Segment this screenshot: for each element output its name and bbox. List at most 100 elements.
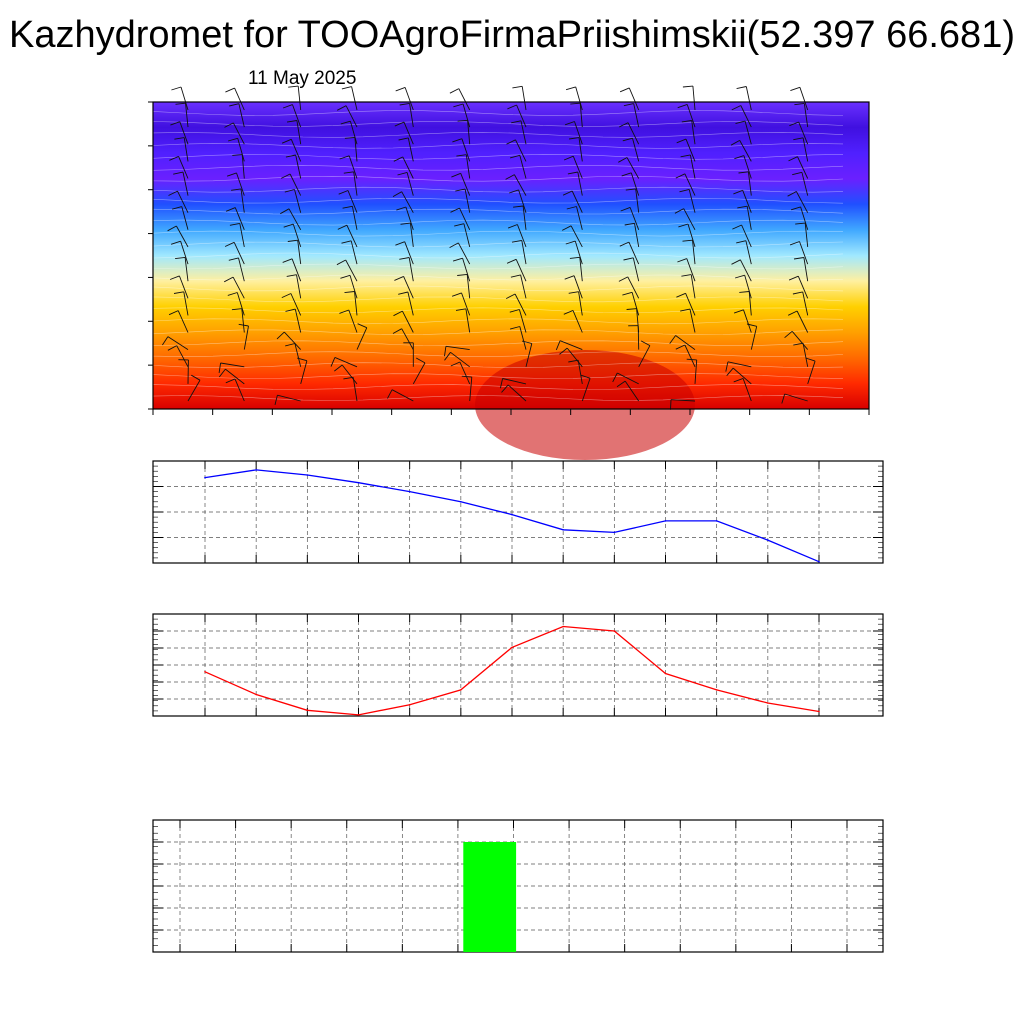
wind-barb-staff <box>576 206 583 230</box>
wind-barb-staff <box>740 105 752 128</box>
wind-barb-flag <box>568 359 579 363</box>
wind-barb-flag <box>677 103 688 109</box>
wind-barb-flag <box>168 310 179 316</box>
wind-barb-flag <box>393 310 403 317</box>
wind-barb-staff <box>460 173 471 196</box>
contour-line <box>152 340 844 347</box>
wind-barb-staff <box>181 206 189 230</box>
wind-barb-staff <box>458 88 471 111</box>
wind-barb-staff <box>232 122 245 145</box>
wind-barb-flag <box>561 225 572 231</box>
wind-barb-flag <box>415 357 426 364</box>
wind-barb-flag <box>229 222 240 226</box>
wind-barb-staff <box>746 206 752 230</box>
wind-barb-flag <box>288 85 299 88</box>
wind-barb-staff <box>797 156 809 179</box>
wind-barb-staff <box>627 276 640 299</box>
wind-barb-staff <box>514 293 527 316</box>
wind-barb-flag <box>678 223 689 228</box>
wind-barb-flag <box>218 362 222 373</box>
panel-pmsl <box>152 460 884 564</box>
wind-barb-staff <box>624 380 640 402</box>
wind-barb-staff <box>300 360 308 385</box>
wind-barb-flag <box>793 342 804 346</box>
wind-barb-flag <box>734 155 745 160</box>
wind-barb-flag <box>790 206 801 211</box>
contour-line <box>152 362 844 368</box>
wind-barb-staff <box>803 257 809 282</box>
wind-barb-flag <box>444 346 447 357</box>
wind-barb-staff <box>629 207 640 230</box>
wind-barb-staff <box>240 188 245 213</box>
wind-barb-staff <box>348 155 358 179</box>
wind-barb-flag <box>453 103 464 108</box>
wind-barb-flag <box>621 172 632 177</box>
wind-barb-flag <box>555 340 561 351</box>
contour-line <box>152 263 844 270</box>
wind-barb-flag <box>612 372 618 383</box>
wind-barb-staff <box>296 120 302 145</box>
wind-barb-flag <box>569 256 580 259</box>
wind-barb-flag <box>232 154 243 156</box>
wind-barb-staff <box>570 225 583 248</box>
wind-barb-staff <box>632 257 640 282</box>
wind-barb-staff <box>522 205 527 230</box>
wind-barb-flag <box>228 257 239 261</box>
wind-barb-flag <box>281 293 292 299</box>
wind-barb-flag <box>224 122 234 128</box>
wind-barb-flag <box>625 188 636 191</box>
wind-barb-flag <box>341 240 352 244</box>
wind-barb-staff <box>797 276 809 299</box>
wind-barb-staff <box>290 139 302 162</box>
wind-barb-flag <box>570 102 581 105</box>
wind-barb-staff <box>617 372 639 385</box>
wind-barb-staff <box>233 242 245 265</box>
wind-barb-flag <box>174 137 185 140</box>
wind-barb-flag <box>282 258 293 263</box>
wind-barb-staff <box>412 362 426 385</box>
wind-barb-staff <box>627 122 640 145</box>
wind-barb-staff <box>237 138 245 162</box>
contour-line <box>152 296 844 303</box>
wind-barb-staff <box>784 393 808 402</box>
wind-barb-flag <box>394 275 404 281</box>
wind-barb-staff <box>353 171 358 196</box>
wind-barb-staff <box>238 257 245 282</box>
data-point <box>664 672 667 675</box>
wind-barb-flag <box>675 344 686 350</box>
wind-barb-staff <box>578 137 583 162</box>
wind-barb-flag <box>568 291 579 294</box>
wind-barb-staff <box>670 399 696 402</box>
data-point <box>767 702 769 704</box>
wind-barb-staff <box>635 188 640 213</box>
wind-barb-staff <box>632 138 640 162</box>
wind-barb-staff <box>406 172 414 196</box>
wind-barb-staff <box>180 241 189 265</box>
wind-barb-flag <box>737 205 748 209</box>
data-point <box>255 469 257 471</box>
contour-line <box>152 230 844 237</box>
wind-barb-staff <box>559 340 583 351</box>
wind-barb-staff <box>407 291 414 316</box>
wind-barb-flag <box>452 138 463 143</box>
wind-barb-flag <box>456 154 467 157</box>
wind-barb-staff <box>352 377 358 402</box>
wind-barb-staff <box>402 156 414 179</box>
wind-barb-flag <box>169 275 180 280</box>
wind-barb-flag <box>285 154 296 158</box>
wind-barb-staff <box>185 103 189 128</box>
wind-barb-staff <box>354 291 358 316</box>
wind-barb-staff <box>626 157 640 179</box>
wind-barb-flag <box>225 378 236 384</box>
wind-barb-staff <box>291 258 302 282</box>
wind-barb-flag <box>224 241 235 247</box>
wind-barb-flag <box>274 395 278 406</box>
wind-barb-flag <box>507 224 518 229</box>
wind-barb-flag <box>285 308 296 312</box>
wind-barb-staff <box>349 275 358 299</box>
contour-line <box>152 154 844 160</box>
data-point <box>408 703 411 706</box>
wind-barb-flag <box>218 368 226 378</box>
wind-barb-staff <box>520 120 527 145</box>
wind-barb-staff <box>566 347 583 368</box>
